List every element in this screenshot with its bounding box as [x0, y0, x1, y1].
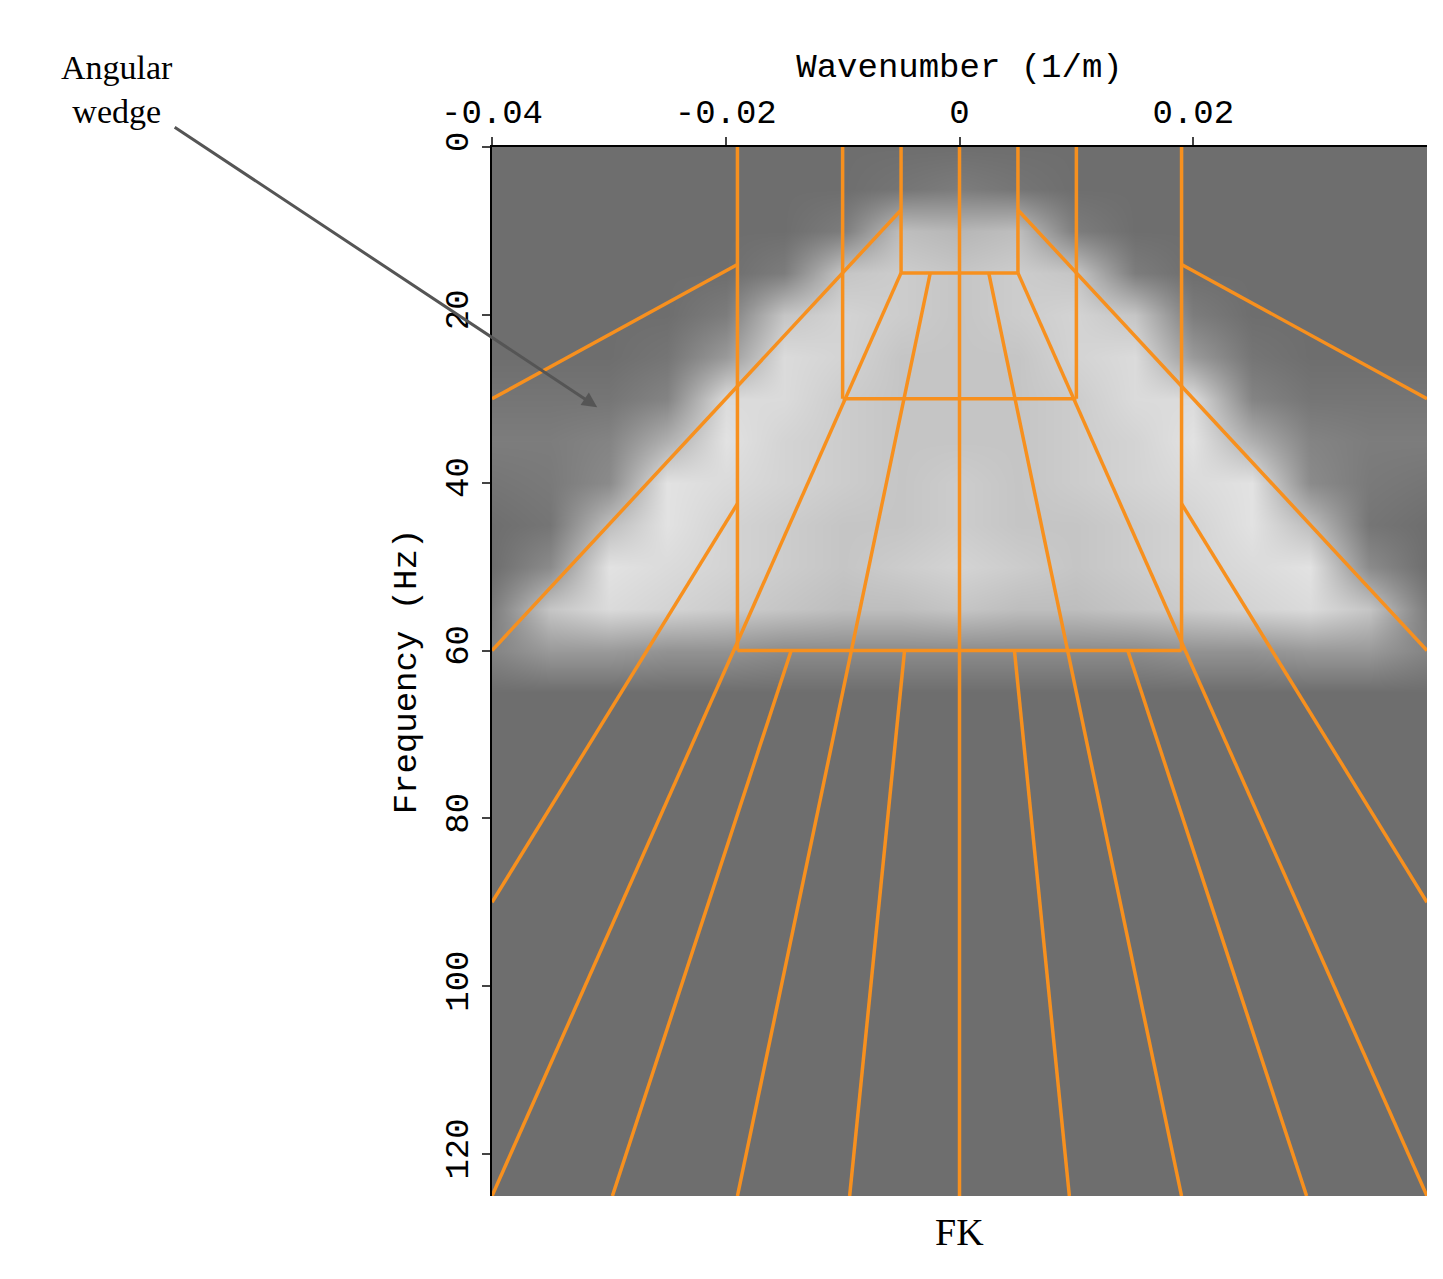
svg-text:40: 40: [440, 457, 478, 498]
svg-text:-0.02: -0.02: [675, 95, 777, 133]
svg-text:80: 80: [440, 793, 478, 834]
svg-text:-0.04: -0.04: [441, 95, 543, 133]
svg-text:Angularwedge: Angularwedge: [61, 49, 173, 130]
svg-text:0.02: 0.02: [1152, 95, 1234, 133]
svg-text:100: 100: [440, 950, 478, 1011]
svg-text:FK: FK: [935, 1211, 984, 1253]
svg-text:20: 20: [440, 289, 478, 330]
svg-text:0: 0: [440, 132, 478, 152]
svg-text:Wavenumber (1/m): Wavenumber (1/m): [796, 49, 1122, 87]
svg-text:60: 60: [440, 625, 478, 666]
svg-text:0: 0: [949, 95, 969, 133]
svg-text:120: 120: [440, 1118, 478, 1179]
svg-text:Frequency (Hz): Frequency (Hz): [388, 529, 426, 815]
